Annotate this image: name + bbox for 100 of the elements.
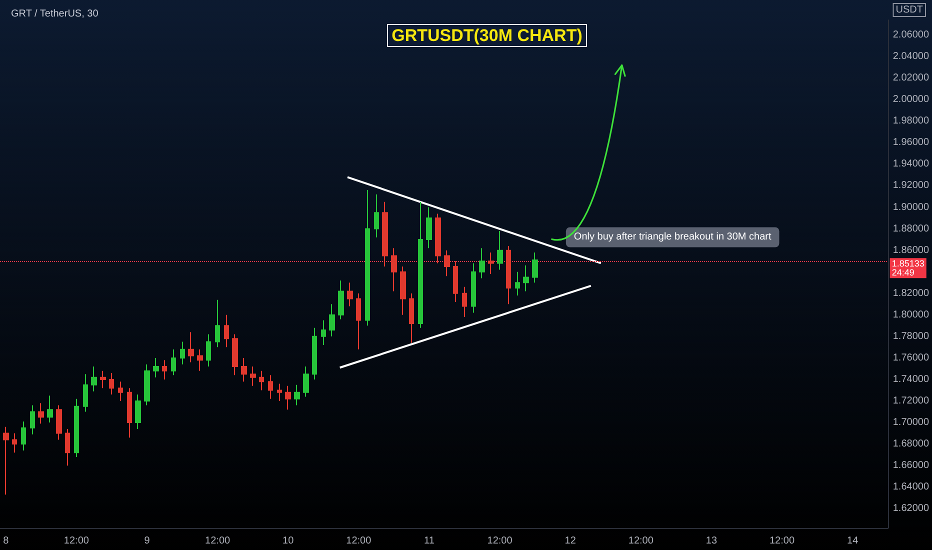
candlestick <box>241 357 247 382</box>
candlestick <box>374 194 379 238</box>
candlestick <box>523 264 529 292</box>
candlestick <box>506 246 511 305</box>
candlestick <box>356 292 361 350</box>
candlestick <box>365 190 370 326</box>
candlestick <box>435 213 441 264</box>
y-tick-label: 1.98000 <box>892 116 930 127</box>
candlestick <box>515 271 520 296</box>
y-tick-label: 1.80000 <box>892 309 930 320</box>
candlestick <box>109 372 114 396</box>
candlestick <box>206 334 211 368</box>
x-tick-label: 12:00 <box>346 536 372 546</box>
x-tick-label: 14 <box>847 536 859 546</box>
candlestick <box>444 250 450 277</box>
y-tick-label: 2.00000 <box>892 94 930 106</box>
y-tick-label: 1.64000 <box>892 482 930 493</box>
x-tick-label: 11 <box>424 536 435 546</box>
candlestick <box>162 360 167 380</box>
candlestick <box>215 299 220 348</box>
chart-title: GRTUSDT(30M CHART) <box>392 26 582 45</box>
x-tick-label: 9 <box>144 536 150 546</box>
y-tick-label: 1.62000 <box>892 503 930 514</box>
candlestick <box>135 394 141 430</box>
candlestick <box>65 428 70 466</box>
candlestick <box>38 402 44 424</box>
y-axis-title: USDT <box>896 4 924 16</box>
x-tick-label: 8 <box>3 536 10 546</box>
candlestick <box>100 370 106 389</box>
candlestick <box>426 206 432 249</box>
candlestick <box>30 404 35 435</box>
y-tick-label: 1.74000 <box>892 374 930 385</box>
candlestick <box>400 266 406 316</box>
candlestick <box>312 327 317 380</box>
candlestick <box>250 366 256 386</box>
candlestick <box>83 374 88 412</box>
y-tick-label: 1.96000 <box>892 137 930 148</box>
candlestick <box>180 341 185 365</box>
candlestick <box>21 420 26 452</box>
candlestick <box>127 388 132 438</box>
y-tick-label: 1.70000 <box>892 417 930 428</box>
candlestick <box>418 201 423 328</box>
candlestick <box>188 332 194 363</box>
candlestick <box>153 357 159 378</box>
candlestick <box>171 348 176 376</box>
candlestick <box>3 426 9 496</box>
text: 24:49 <box>892 268 914 278</box>
candlestick <box>197 348 203 372</box>
y-tick-label: 1.78000 <box>892 330 930 342</box>
candlestick <box>479 248 485 279</box>
candlestick <box>224 314 229 348</box>
chart-subtitle: GRT / TetherUS, 30 <box>11 8 99 20</box>
candlestick <box>329 304 335 337</box>
y-tick-label: 1.66000 <box>892 460 930 472</box>
candlestick <box>285 385 291 410</box>
candlestick <box>268 374 273 400</box>
candlestick <box>277 383 282 402</box>
y-tick-label: 1.92000 <box>892 180 930 192</box>
y-tick-label: 1.94000 <box>892 158 930 170</box>
candlestick <box>488 252 494 274</box>
candlestick <box>391 248 397 292</box>
candlestick <box>56 404 62 440</box>
x-tick-label: 12:00 <box>64 536 90 546</box>
candlestick <box>347 282 353 307</box>
candlestick <box>91 366 97 392</box>
x-tick-label: 12 <box>564 536 576 546</box>
candlestick <box>497 230 503 270</box>
y-tick-label: 1.90000 <box>892 202 930 213</box>
candlestick <box>12 432 17 454</box>
y-tick-label: 1.86000 <box>892 244 930 256</box>
candlestick <box>338 280 344 320</box>
y-tick-label: 1.82000 <box>892 288 930 299</box>
candlestick <box>74 398 79 458</box>
candlestick <box>471 262 476 314</box>
candlestick <box>409 292 414 344</box>
candlestick <box>303 366 309 398</box>
candlestick <box>462 286 467 318</box>
x-tick-label: 12:00 <box>628 536 654 546</box>
candlestick <box>118 381 123 402</box>
candlestick <box>144 364 150 406</box>
x-tick-label: 12:00 <box>770 536 795 546</box>
candlestick <box>321 320 326 346</box>
y-tick-label: 1.88000 <box>892 223 930 234</box>
y-tick-label: 1.76000 <box>892 352 930 364</box>
y-tick-label: 2.02000 <box>892 72 930 84</box>
y-tick-label: 1.68000 <box>892 438 930 450</box>
candlestick <box>294 384 300 406</box>
x-tick-label: 10 <box>282 536 294 546</box>
y-tick-label: 2.04000 <box>892 51 930 62</box>
y-tick-label: 1.72000 <box>892 396 930 406</box>
candlestick <box>382 201 388 267</box>
candlestick <box>259 370 264 391</box>
candlestick <box>232 334 238 376</box>
annotation: Only buy after triangle breakout in 30M chart <box>574 232 772 243</box>
candlestick <box>453 260 458 302</box>
x-tick-label: 13 <box>706 536 718 546</box>
candlestick <box>47 395 53 424</box>
y-tick-label: 2.06000 <box>892 30 930 41</box>
ref-line-label: 1.85133 <box>892 258 924 269</box>
x-tick-label: 12:00 <box>487 536 513 546</box>
